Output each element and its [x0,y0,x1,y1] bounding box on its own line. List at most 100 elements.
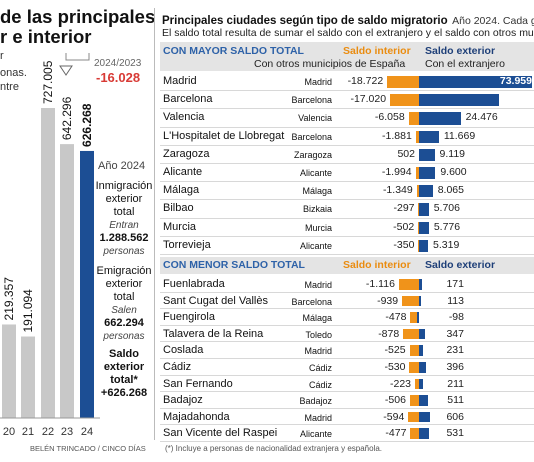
saldo-value: +626.268 [100,387,148,399]
province-name: Bizkaia [302,204,332,215]
interior-bar [418,221,420,234]
bottom-col-interior: Saldo interior [343,259,411,271]
city-name: San Fernando [163,377,233,390]
province-name: Barcelona [291,131,332,142]
interior-bar [410,312,419,323]
interior-bar [418,239,420,252]
exterior-value: 9.600 [440,166,467,178]
row-separator [160,407,534,409]
change-period-label: 2024/2023 [94,58,142,69]
emigracion-line-1: Emigración [96,265,152,277]
exterior-bar [419,112,461,125]
exterior-bar [417,312,419,323]
annual-bar-label-22: 727.005 [41,60,55,104]
province-name: Badajoz [299,396,332,407]
table-row [160,219,534,237]
exterior-bar [419,130,439,143]
annual-bar-22 [41,108,55,418]
left-subtitle-line-3: ntre [0,81,19,93]
city-name: Bilbao [163,202,194,215]
inmigracion-block: Inmigración exterior total Entran 1.288.… [90,180,158,258]
bottom-col-exterior: Saldo exterior [425,259,496,271]
exterior-bar [419,76,532,89]
table-row [160,182,534,200]
exterior-value: 24.476 [465,111,498,124]
inmigracion-unit: personas [103,246,145,257]
row-separator [160,217,534,219]
exterior-bar [419,378,423,390]
inmigracion-sub: Entran [109,220,139,231]
change-bracket [65,53,90,61]
top-col-exterior: Saldo exterior [425,45,496,57]
saldo-line-2: exterior [103,361,145,373]
inmigracion-value: 1.288.562 [99,232,149,244]
interior-bar [390,94,419,107]
interior-value: -502 [393,220,415,233]
exterior-value: 211 [447,377,464,390]
interior-value: -6.058 [374,111,405,124]
interior-value: -1.116 [365,278,395,290]
interior-bar [408,112,419,125]
left-subtitle-line-1: r [0,50,4,62]
annual-bar-chart: 219.357 20 191.094 21 727.005 22 642.296 23 626.… [0,53,100,438]
city-name: Valencia [163,111,205,124]
province-name: Alicante [299,168,332,178]
interior-bar [408,411,419,423]
exterior-value: 531 [446,427,464,440]
interior-bar [410,428,419,439]
exterior-bar [419,94,499,107]
bottom-section-title: CON MENOR SALDO TOTAL [163,259,305,271]
exterior-value: 396 [446,361,464,373]
row-separator [160,374,534,376]
annual-bar-label-20: 219.357 [2,277,16,321]
saldo-block: Saldo exterior total* +626.268 [90,348,158,400]
table-row [160,237,534,255]
emigracion-value: 662.294 [104,317,144,329]
inmigracion-line-1: Inmigración [95,180,153,192]
table-row [160,359,534,376]
down-arrow-icon [59,65,73,76]
city-name: Alicante [163,166,203,178]
exterior-bar [419,345,424,356]
emigracion-sub: Salen [111,305,137,316]
emigracion-line-2: exterior [105,278,143,290]
interior-value: -350 [393,238,415,251]
left-title-line-2: r e interior [0,26,92,47]
top-col-exterior-sub: Con el extranjero [425,58,505,70]
row-separator [160,254,534,255]
left-title-line-1: de las principales [0,6,156,27]
exterior-value: 347 [446,327,464,340]
annual-x-tick-23: 23 [61,426,73,438]
city-name: Madrid [163,75,197,87]
city-name: Málaga [163,184,200,197]
right-title-text: Principales ciudades según tipo de saldo… [162,15,448,27]
exterior-bar [419,221,429,234]
interior-bar [387,76,419,89]
credit: BELÉN TRINCADO / CINCO DÍAS [30,444,146,453]
interior-value: -1.349 [382,184,413,197]
right-title-suffix: Año 2024. Cada gráfico [452,15,534,27]
province-name: Alicante [299,429,332,440]
interior-value: -477 [385,427,407,440]
annual-x-tick-20: 20 [3,426,15,438]
emigracion-unit: personas [103,331,145,342]
interior-value: 502 [397,147,415,160]
province-name: Madrid [304,77,332,87]
row-separator [160,235,534,237]
panel-divider [154,8,155,440]
annual-bar-23 [60,144,74,418]
city-name: Coslada [163,344,204,357]
left-subtitle-line-2: onas. [0,67,27,79]
exterior-bar [419,167,436,180]
table-row [160,164,534,182]
top-col-interior: Saldo interior [343,45,411,57]
inmigracion-line-2: exterior [105,193,143,205]
province-name: Cádiz [308,363,332,373]
exterior-value: 113 [447,294,464,307]
city-name: Cádiz [163,361,192,373]
interior-value: -478 [385,311,407,324]
right-title: Principales ciudades según tipo de saldo… [162,11,534,29]
row-separator [160,441,534,442]
exterior-bar [419,295,422,307]
row-separator [160,126,534,128]
